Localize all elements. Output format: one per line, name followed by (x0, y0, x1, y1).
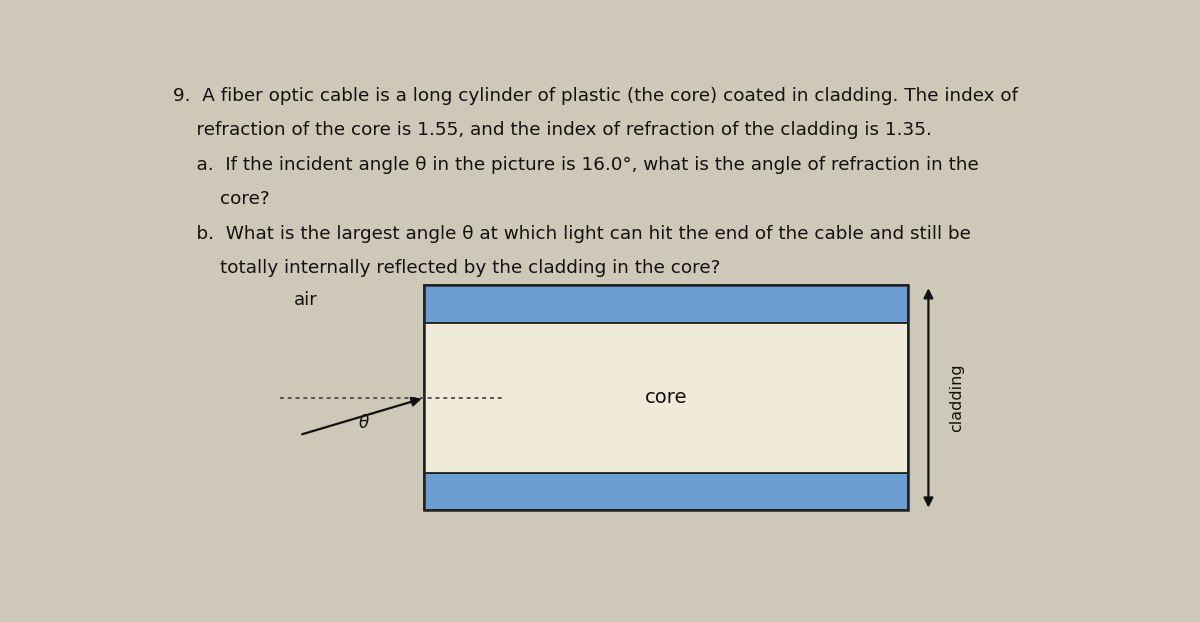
Bar (425, 473, 908, 511)
Text: refraction of the core is 1.55, and the index of refraction of the cladding is 1: refraction of the core is 1.55, and the … (173, 121, 932, 139)
Text: totally internally reflected by the cladding in the core?: totally internally reflected by the clad… (173, 259, 721, 277)
Text: 9.  A fiber optic cable is a long cylinder of plastic (the core) coated in cladd: 9. A fiber optic cable is a long cylinde… (173, 86, 1019, 104)
Bar (425, 285, 908, 511)
Text: core?: core? (173, 190, 270, 208)
Text: cladding: cladding (949, 364, 964, 432)
Text: core: core (644, 388, 688, 407)
Text: θ: θ (359, 414, 368, 432)
Text: a.  If the incident angle θ in the picture is 16.0°, what is the angle of refrac: a. If the incident angle θ in the pictur… (173, 156, 979, 174)
Bar (425, 323, 908, 473)
Bar (425, 285, 908, 323)
Text: b.  What is the largest angle θ at which light can hit the end of the cable and : b. What is the largest angle θ at which … (173, 225, 971, 243)
Text: air: air (294, 291, 318, 309)
